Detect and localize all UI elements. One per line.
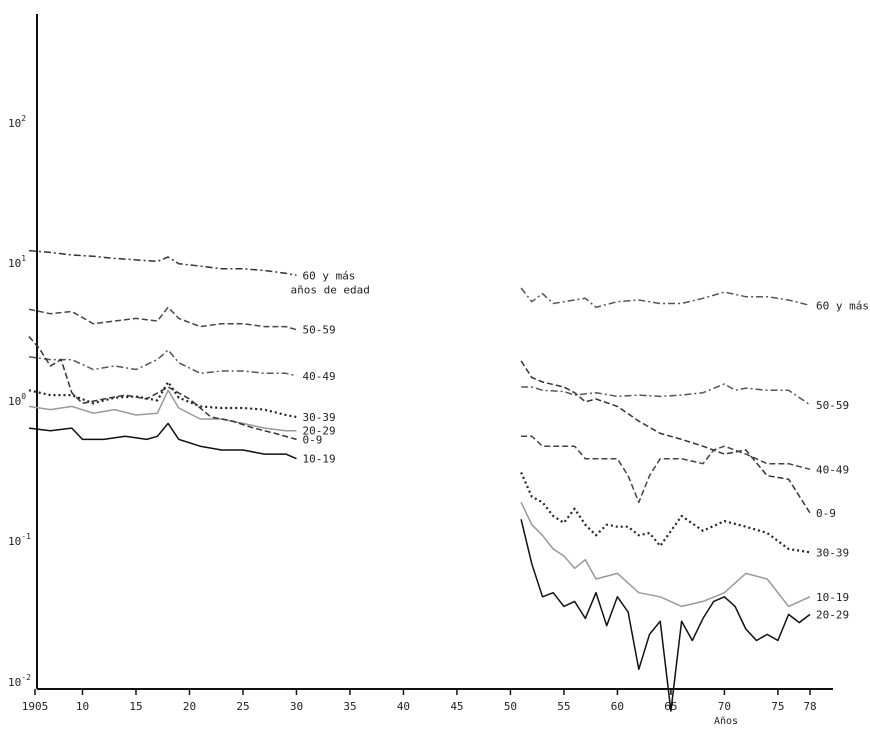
x-tick-label: 10 (76, 700, 89, 713)
series-line-0-9 (28, 336, 297, 441)
x-tick-label: 40 (397, 700, 410, 713)
series-line-30-39 (28, 380, 297, 419)
series-line-10-19 (520, 501, 811, 608)
series-label: 40-49 (302, 370, 335, 383)
series-label: 60 y más años de edad (290, 269, 369, 296)
series-layer (28, 249, 811, 712)
x-tick-label: 55 (557, 700, 570, 713)
series-label: 50-59 (302, 324, 335, 337)
x-tick-label: 78 (803, 700, 816, 713)
series-label: 0-9 (302, 433, 322, 446)
x-tick-label: 30 (290, 700, 303, 713)
x-tick-label: 15 (129, 700, 142, 713)
x-tick-label: 70 (718, 700, 731, 713)
series-line-60-y-más-años-de-edad (28, 249, 297, 277)
y-tick-label: 100 (8, 392, 26, 408)
series-line-10-19 (28, 422, 297, 460)
series-line-50-59 (28, 306, 297, 331)
x-axis-title: Años (714, 716, 738, 727)
y-tick-label: 102 (8, 114, 26, 130)
series-line-40-49 (521, 435, 811, 504)
x-tick-label: 25 (236, 700, 249, 713)
series-label: 30-39 (302, 411, 335, 424)
x-tick-label: 45 (450, 700, 463, 713)
y-tick-label: 10-2 (8, 673, 31, 689)
x-tick-label: 60 (611, 700, 624, 713)
x-tick-label: 75 (771, 700, 784, 713)
series-line-20-29 (28, 389, 297, 432)
series-label: 60 y más (816, 299, 869, 312)
series-label: 50-59 (816, 399, 849, 412)
series-label: 20-29 (302, 425, 335, 438)
x-tick-label: 35 (343, 700, 356, 713)
series-line-60-y-más (520, 287, 811, 309)
x-tick-label: 50 (504, 700, 517, 713)
y-tick-label: 101 (8, 254, 26, 270)
series-label: 20-29 (816, 608, 849, 621)
series-line-40-49 (28, 349, 297, 377)
series-line-50-59 (521, 383, 811, 406)
series-line-0-9 (520, 360, 811, 514)
series-line-30-39 (520, 471, 811, 554)
x-ticks: 1905 10 15 20 25 30 35 40 45 50 55 60 65 70 75 78 (22, 689, 817, 713)
y-ticks: 102 101 100 10-1 10-2 (8, 114, 31, 689)
x-tick-label: 20 (183, 700, 196, 713)
series-label: 30-39 (816, 546, 849, 559)
series-line-20-29 (520, 519, 811, 712)
y-tick-label: 10-1 (8, 532, 31, 548)
series-label: 10-19 (816, 591, 849, 604)
series-label: 0-9 (816, 507, 836, 520)
x-tick-label: 1905 (22, 700, 49, 713)
series-labels: 60 y más años de edad50-5940-4930-3920-29… (290, 269, 869, 621)
series-label: 40-49 (816, 463, 849, 476)
series-label: 10-19 (302, 453, 335, 466)
